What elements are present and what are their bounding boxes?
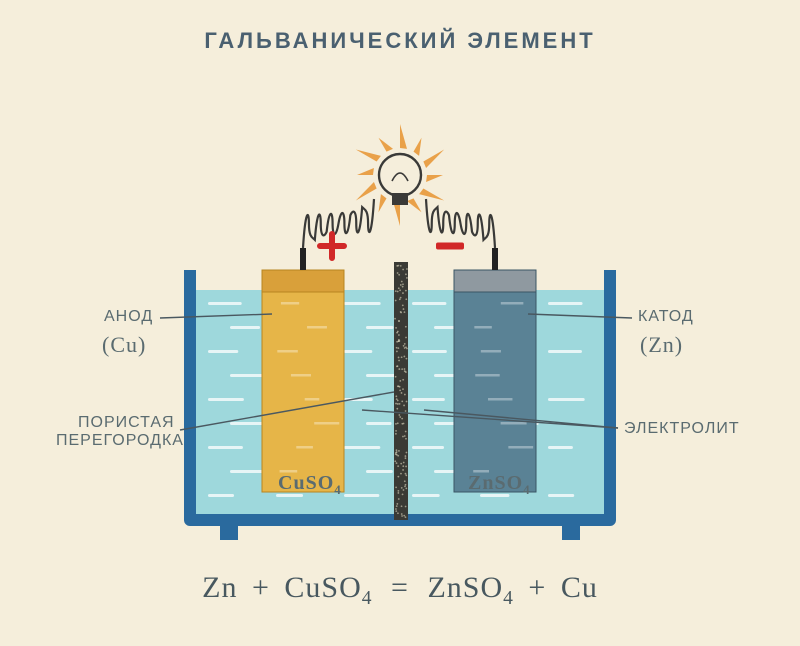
- cuso4-label: CuSO4: [278, 472, 342, 498]
- cathode-label: КАТОД: [638, 308, 694, 326]
- porous-label-1: ПОРИСТАЯ: [78, 414, 175, 432]
- lightbulb-icon: [356, 124, 444, 226]
- anode-label: АНОД: [104, 308, 153, 326]
- porous-label-2: ПЕРЕГОРОДКА: [56, 432, 184, 450]
- anode-symbol: (Cu): [102, 332, 146, 358]
- znso4-label: ZnSO4: [468, 472, 531, 498]
- porous-membrane-icon: [394, 262, 408, 520]
- cathode-electrode-icon: [454, 270, 536, 492]
- reaction-equation: Zn + CuSO4 = ZnSO4 + Cu: [202, 571, 598, 610]
- polarity-signs: [320, 234, 464, 258]
- cathode-symbol: (Zn): [640, 332, 683, 358]
- electrolyte-label: ЭЛЕКТРОЛИТ: [624, 420, 740, 438]
- title: ГАЛЬВАНИЧЕСКИЙ ЭЛЕМЕНТ: [204, 28, 595, 54]
- anode-electrode-icon: [262, 270, 344, 492]
- galvanic-diagram: АНОД (Cu) КАТОД (Zn) ПОРИСТАЯ ПЕРЕГОРОДК…: [50, 80, 750, 520]
